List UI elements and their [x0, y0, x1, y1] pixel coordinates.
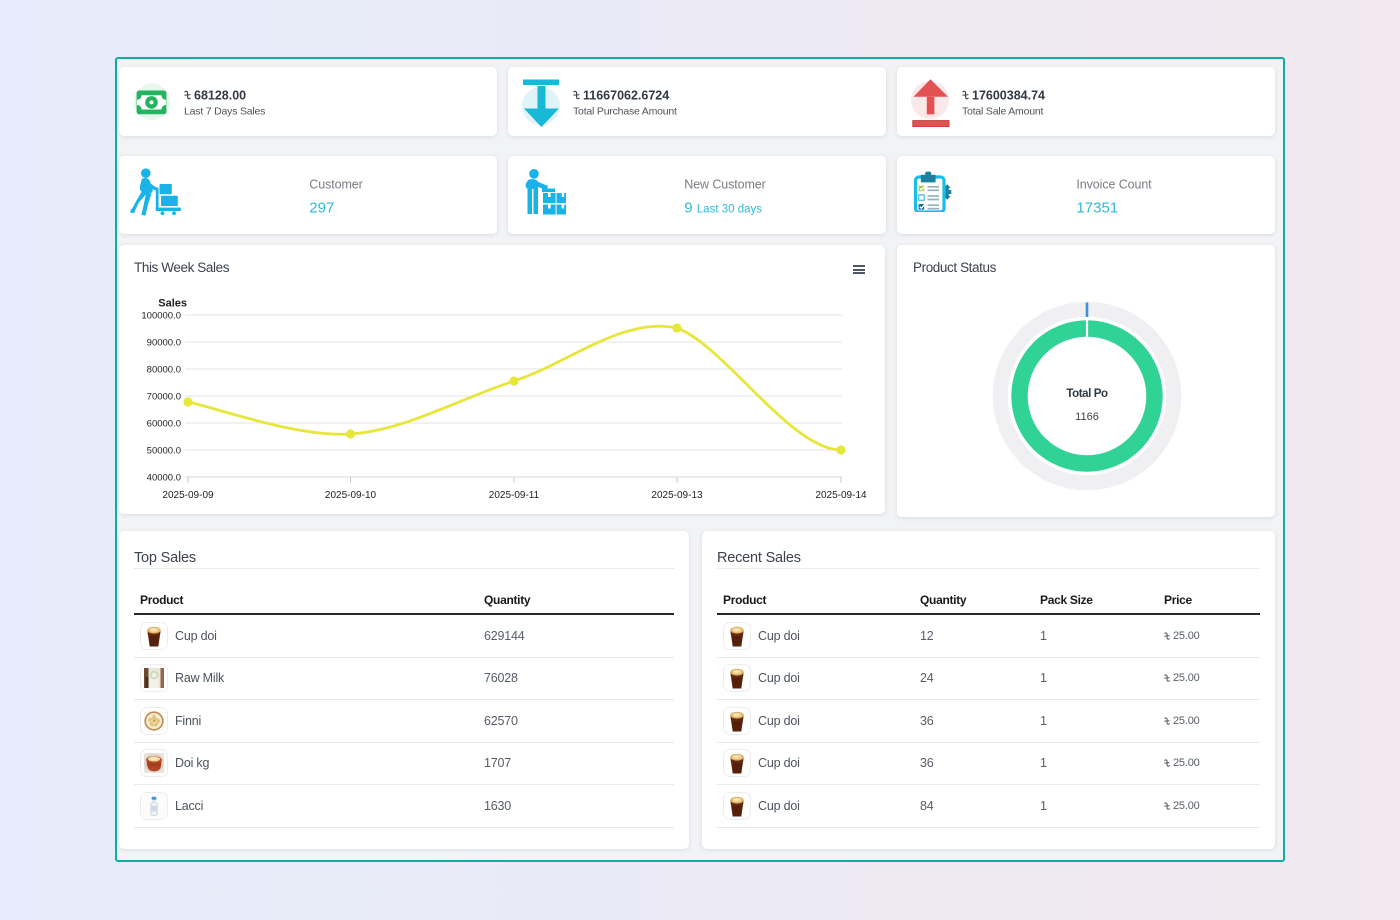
svg-text:2025-09-14: 2025-09-14 — [815, 490, 867, 501]
svg-text:60000.0: 60000.0 — [147, 419, 181, 430]
svg-text:Total Po: Total Po — [1066, 388, 1108, 400]
svg-text:1166: 1166 — [1075, 411, 1099, 423]
svg-text:90000.0: 90000.0 — [147, 338, 181, 349]
svg-text:40000.0: 40000.0 — [147, 473, 181, 484]
svg-text:80000.0: 80000.0 — [147, 365, 181, 376]
svg-text:Sales: Sales — [158, 298, 187, 310]
svg-text:2025-09-09: 2025-09-09 — [162, 490, 214, 501]
svg-text:70000.0: 70000.0 — [147, 392, 181, 403]
svg-text:2025-09-11: 2025-09-11 — [489, 490, 540, 501]
svg-text:50000.0: 50000.0 — [147, 446, 181, 457]
svg-text:100000.0: 100000.0 — [141, 311, 181, 322]
svg-text:2025-09-13: 2025-09-13 — [651, 490, 703, 501]
svg-text:2025-09-10: 2025-09-10 — [325, 490, 377, 501]
